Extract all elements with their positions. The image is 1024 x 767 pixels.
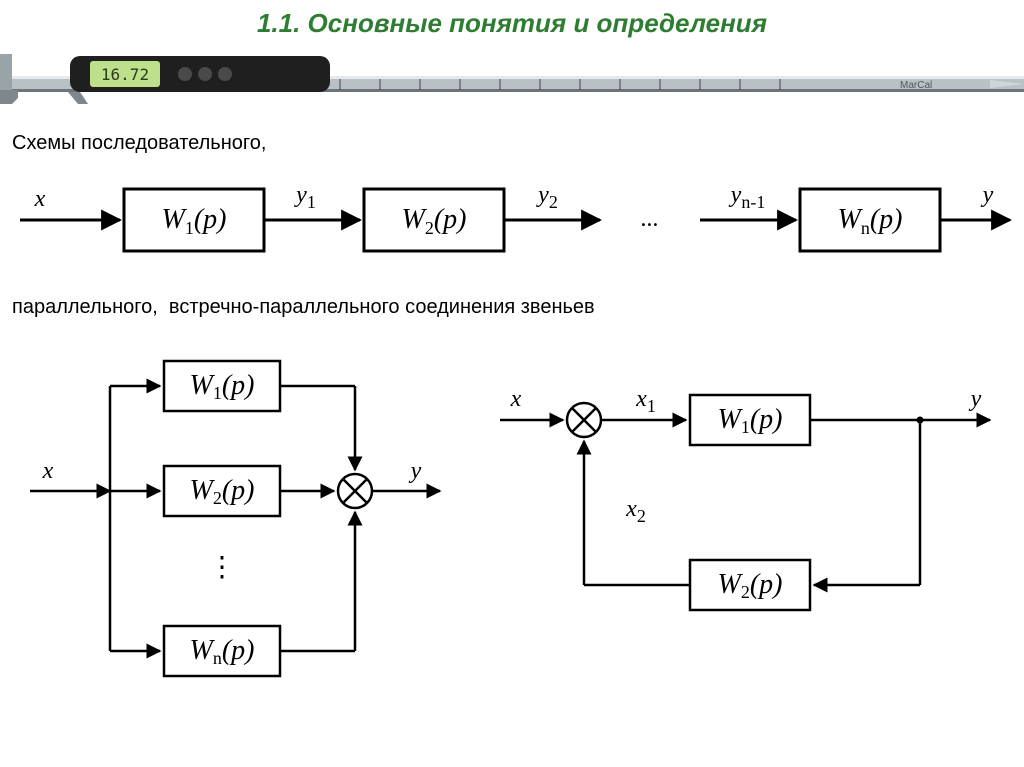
- svg-text:x: x: [510, 386, 522, 412]
- caption-parallel: параллельного,: [12, 296, 158, 318]
- svg-text:y1: y1: [294, 182, 316, 212]
- caption-serial: Схемы последовательного,: [12, 132, 266, 155]
- svg-text:Wn(p): Wn(p): [838, 204, 903, 238]
- diagram-parallel: x y W1(p) W2(p) Wn(p) ⋮: [20, 336, 460, 696]
- svg-text:W1(p): W1(p): [162, 204, 227, 238]
- svg-text:⋮: ⋮: [208, 551, 236, 582]
- svg-text:W1(p): W1(p): [718, 404, 783, 437]
- page-title: 1.1. Основные понятия и определения: [0, 8, 1024, 39]
- svg-text:W2(p): W2(p): [190, 475, 255, 508]
- svg-text:W2(p): W2(p): [718, 569, 783, 602]
- caliper-display: 16.72: [101, 65, 149, 84]
- svg-text:W2(p): W2(p): [402, 204, 467, 238]
- svg-text:x: x: [42, 458, 54, 484]
- caliper-image: ticks 16.72 MarCal: [0, 46, 1024, 106]
- caliper-brand: MarCal: [900, 80, 932, 91]
- diagram-serial: x W1(p) y1 W2(p) y2 ... yn-1 Wn(p) y: [0, 160, 1024, 280]
- svg-text:y: y: [981, 182, 994, 208]
- svg-text:...: ...: [641, 206, 659, 232]
- svg-text:x2: x2: [625, 496, 646, 526]
- svg-text:yn-1: yn-1: [729, 182, 766, 212]
- svg-text:Wn(p): Wn(p): [190, 635, 255, 668]
- svg-text:y: y: [969, 386, 982, 412]
- svg-text:W1(p): W1(p): [190, 370, 255, 403]
- svg-text:y: y: [409, 458, 422, 484]
- svg-text:x: x: [34, 186, 46, 212]
- caption-feedback: встречно-параллельного соединения звенье…: [169, 296, 595, 318]
- svg-text:y2: y2: [536, 182, 558, 212]
- svg-text:x1: x1: [635, 386, 656, 416]
- diagram-feedback: x x1 y x2 W1(p) W2(p): [490, 370, 1010, 650]
